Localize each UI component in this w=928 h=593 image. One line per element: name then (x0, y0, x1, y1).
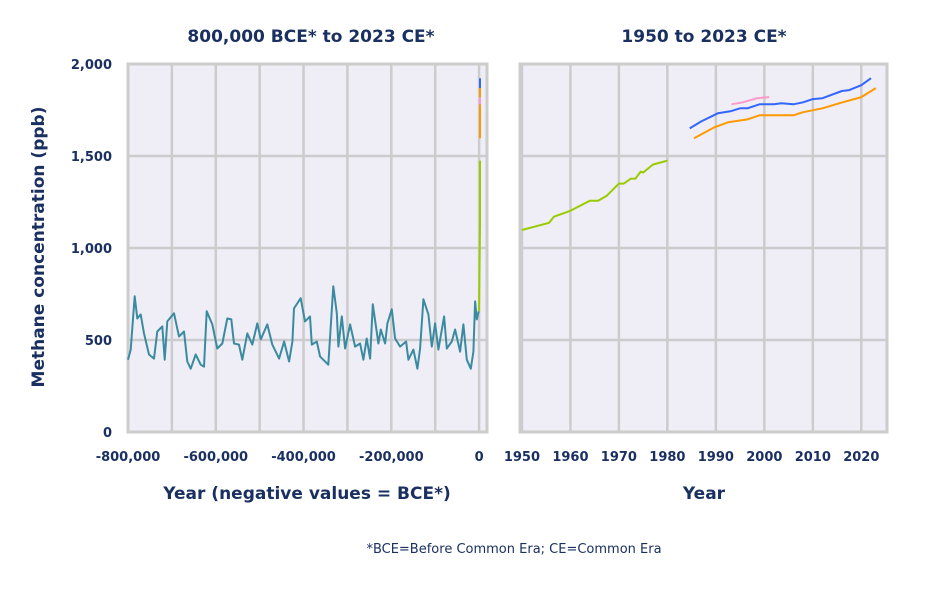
left-panel-title: 800,000 BCE* to 2023 CE* (187, 27, 434, 47)
series-line-3 (731, 96, 770, 106)
y-tick-label: 500 (85, 334, 112, 349)
x-tick-label: 0 (475, 450, 484, 465)
y-tick-label: 1,500 (71, 150, 112, 165)
x-tick-label: 1960 (552, 450, 588, 465)
footnote: *BCE=Before Common Era; CE=Common Era (366, 542, 661, 557)
series-line-0 (127, 285, 480, 370)
series-line-1 (689, 77, 872, 130)
x-tick-label: 1990 (698, 450, 734, 465)
x-tick-label: -200,000 (359, 450, 424, 465)
right-x-axis-label: Year (682, 484, 726, 504)
panel-0: 0 500 1,000 1,500 2,000 -800,000 -600,000 -400,… (71, 58, 489, 465)
x-tick-label: -600,000 (183, 450, 248, 465)
x-tick-label: -800,000 (96, 450, 161, 465)
panel-1: 1950 1960 1970 1980 1990 2000 2010 2020 (504, 62, 889, 465)
x-tick-label: 1950 (504, 450, 540, 465)
series-line-2 (693, 87, 877, 140)
y-tick-label: 2,000 (71, 58, 112, 73)
right-panel-title: 1950 to 2023 CE* (621, 27, 786, 47)
x-tick-label: -400,000 (271, 450, 336, 465)
x-tick-label: 1970 (601, 450, 637, 465)
series-line-0 (521, 159, 668, 231)
y-axis-label: Methane concentration (ppb) (29, 107, 49, 388)
left-x-axis-label: Year (negative values = BCE*) (162, 484, 451, 504)
x-tick-label: 2020 (843, 450, 879, 465)
modern-link-line (478, 229, 481, 312)
y-tick-label: 1,000 (71, 242, 112, 257)
x-tick-label: 2010 (795, 450, 831, 465)
y-tick-label: 0 (103, 426, 112, 441)
x-tick-label: 1980 (649, 450, 685, 465)
x-tick-label: 2000 (746, 450, 782, 465)
